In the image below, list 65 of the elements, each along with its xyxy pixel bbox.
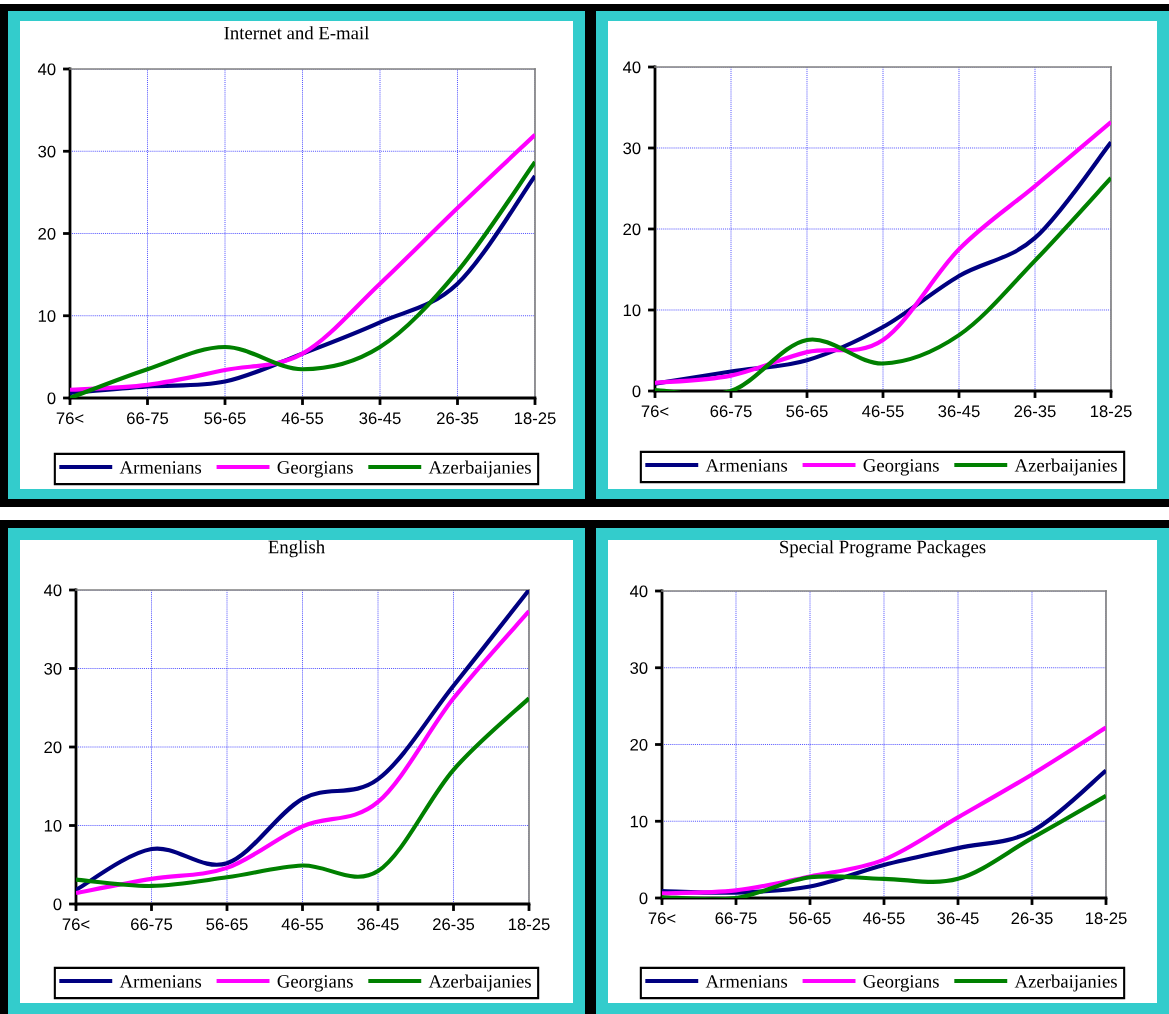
legend-label: Armenians <box>119 975 202 988</box>
x-tick-label: 66-75 <box>131 918 173 931</box>
x-tick-label: 46-55 <box>281 412 324 425</box>
y-tick-label: 20 <box>44 741 62 754</box>
y-tick-label: 40 <box>43 584 62 597</box>
x-tick-label: 66-75 <box>710 405 752 418</box>
y-tick-label: 30 <box>38 145 56 158</box>
line-series <box>76 696 529 889</box>
x-tick-label: 36-45 <box>359 412 401 425</box>
y-tick-label: 20 <box>630 738 648 751</box>
y-tick-label: 40 <box>622 61 641 74</box>
y-tick-label: 10 <box>623 304 641 317</box>
x-tick-label: 56-65 <box>204 412 246 425</box>
x-tick-label: 26-35 <box>1011 912 1053 925</box>
y-tick-label: 30 <box>623 142 641 155</box>
legend-label: Georgians <box>277 975 353 992</box>
legend-label: Azerbaijanies <box>1014 974 1117 992</box>
x-tick-label: 56-65 <box>786 405 828 418</box>
legend-label: Azerbaijanies <box>428 460 531 478</box>
y-tick-label: 10 <box>630 815 648 828</box>
x-tick-label: 18-25 <box>508 918 550 931</box>
legend-label: Armenians <box>119 461 202 474</box>
y-tick-label: 0 <box>632 385 641 398</box>
y-tick-label: 40 <box>629 585 648 598</box>
chart-title: Internet and E-mail <box>224 26 370 40</box>
line-series <box>662 725 1106 896</box>
x-tick-label: 18-25 <box>1090 405 1132 418</box>
x-tick-label: 18-25 <box>514 412 556 425</box>
y-tick-label: 40 <box>37 63 56 76</box>
legend-label: Georgians <box>863 459 939 476</box>
x-tick-label: 76< <box>648 912 676 925</box>
y-tick-label: 0 <box>53 898 62 911</box>
x-tick-label: 66-75 <box>715 912 757 925</box>
x-tick-label: 26-35 <box>433 918 475 931</box>
x-tick-label: 36-45 <box>357 918 399 931</box>
legend-label: Azerbaijanies <box>1014 458 1117 476</box>
x-tick-label: 36-45 <box>937 912 979 925</box>
x-tick-label: 56-65 <box>206 918 248 931</box>
y-tick-label: 30 <box>44 662 62 675</box>
x-tick-label: 66-75 <box>127 412 169 425</box>
x-tick-label: 36-45 <box>938 405 980 418</box>
legend-label: Armenians <box>705 459 788 472</box>
y-tick-label: 10 <box>44 819 62 832</box>
x-tick-label: 18-25 <box>1085 912 1127 925</box>
x-tick-label: 56-65 <box>789 912 831 925</box>
legend-label: Azerbaijanies <box>428 974 531 992</box>
x-tick-label: 46-55 <box>862 405 904 418</box>
y-tick-label: 10 <box>38 310 56 322</box>
y-tick-label: 20 <box>623 223 641 236</box>
x-tick-label: 26-35 <box>437 412 479 425</box>
legend-label: Georgians <box>863 975 939 992</box>
y-tick-label: 0 <box>639 892 648 905</box>
x-tick-label: 76< <box>62 918 90 931</box>
y-tick-label: 30 <box>630 662 648 674</box>
x-tick-label: 46-55 <box>863 912 905 925</box>
x-tick-label: 26-35 <box>1014 405 1056 418</box>
legend-label: Armenians <box>705 975 788 988</box>
x-tick-label: 76< <box>56 412 84 425</box>
y-tick-label: 20 <box>38 227 56 240</box>
chart-title: Special Programe Packages <box>780 540 986 558</box>
x-tick-label: 76< <box>641 405 669 418</box>
x-tick-label: 46-55 <box>281 918 324 931</box>
chart-title: English <box>268 540 325 558</box>
legend-label: Georgians <box>277 461 353 478</box>
y-tick-label: 0 <box>47 392 56 405</box>
